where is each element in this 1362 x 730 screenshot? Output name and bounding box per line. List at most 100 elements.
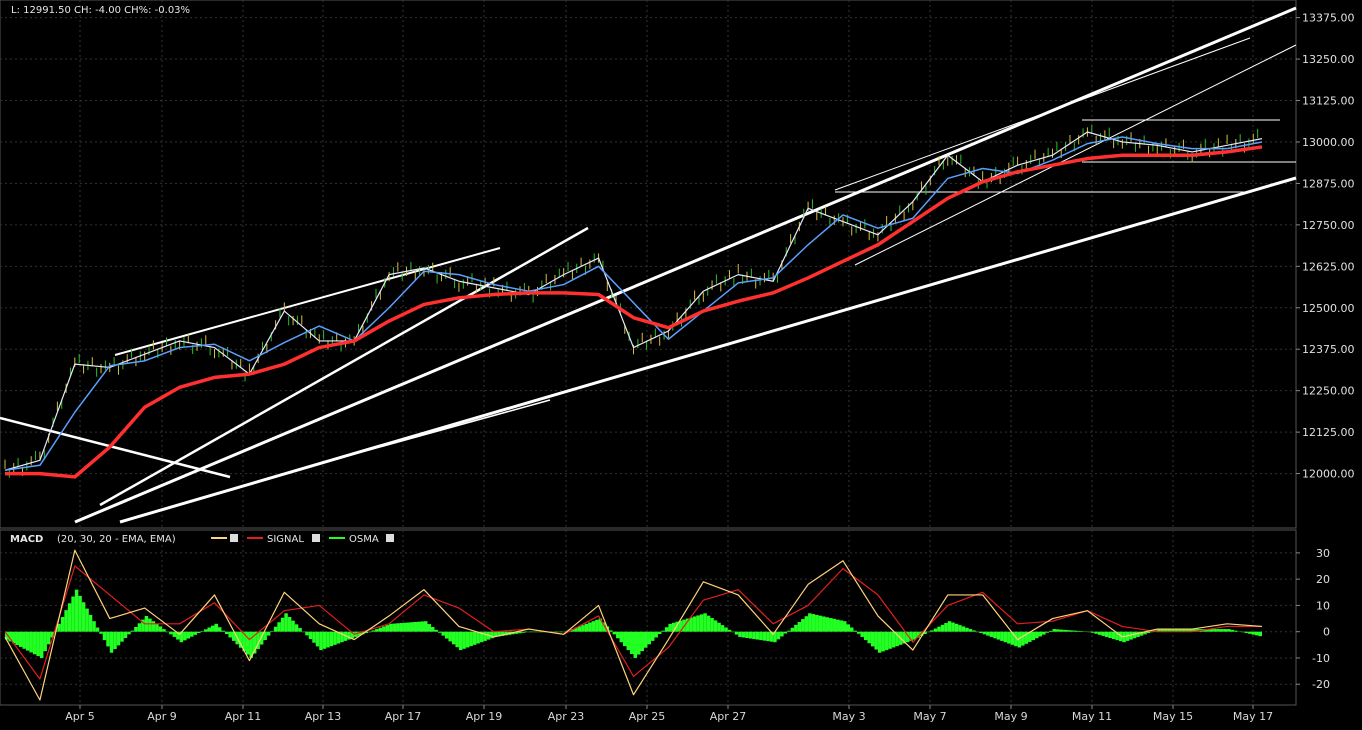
- osma-bar: [933, 628, 938, 632]
- osma-bar: [1024, 631, 1029, 644]
- osma-bar: [190, 631, 194, 637]
- osma-bar: [535, 631, 540, 633]
- osma-bar: [99, 631, 103, 634]
- osma-bar: [1185, 629, 1189, 632]
- osma-bar: [685, 618, 690, 632]
- osma-bar: [1258, 631, 1263, 637]
- macd-panel: [0, 529, 1297, 706]
- trendline[interactable]: [99, 226, 589, 507]
- signal-checkbox-icon[interactable]: [312, 534, 320, 542]
- osma-bar: [1139, 631, 1144, 636]
- osma-bar: [870, 631, 875, 647]
- osma-bar: [961, 626, 966, 632]
- osma-bar: [231, 631, 236, 641]
- osma-bar: [643, 631, 648, 648]
- osma-bar: [902, 631, 906, 644]
- osma-bar: [71, 596, 75, 632]
- osma-bar: [497, 631, 501, 637]
- trendline[interactable]: [0, 416, 231, 479]
- osma-bar: [860, 631, 864, 637]
- osma-bar: [954, 623, 959, 632]
- osma-bar: [787, 630, 791, 632]
- osma-bar: [277, 622, 281, 632]
- y-tick-label: 12250.00: [1302, 385, 1355, 398]
- osma-bar: [1132, 631, 1137, 639]
- osma-bar: [741, 631, 746, 638]
- osma-bar: [15, 631, 19, 646]
- y-tick-label: 13375.00: [1302, 12, 1355, 25]
- osma-bar: [1244, 631, 1249, 634]
- y-tick-label: 20: [1316, 573, 1330, 586]
- osma-bar: [895, 631, 899, 647]
- osma-bar: [326, 631, 330, 648]
- osma-bar: [825, 617, 830, 632]
- x-tick-label: Apr 27: [710, 710, 747, 723]
- osma-bar: [905, 631, 910, 643]
- osma-bar: [109, 631, 114, 653]
- osma-bar: [451, 631, 456, 645]
- osma-bar: [968, 629, 973, 632]
- osma-bar: [441, 631, 445, 636]
- osma-bar: [92, 621, 96, 632]
- osma-bar: [60, 616, 65, 632]
- osma-bar: [179, 631, 184, 643]
- osma-bar: [1136, 631, 1140, 637]
- osma-bar: [172, 631, 177, 637]
- osma-bar: [1227, 629, 1231, 632]
- osma-bar: [263, 631, 267, 641]
- osma-bar: [417, 621, 421, 632]
- osma-bar: [1028, 631, 1032, 642]
- osma-bar: [965, 627, 969, 632]
- osma-bar: [1101, 631, 1105, 636]
- trendline[interactable]: [834, 37, 1251, 191]
- trendline[interactable]: [114, 247, 501, 356]
- osma-bar: [368, 631, 372, 633]
- y-tick-label: 12625.00: [1302, 260, 1355, 273]
- osma-bar: [926, 631, 931, 633]
- osma-bar: [626, 631, 631, 651]
- y-tick-label: 10: [1316, 599, 1330, 612]
- osma-bar: [1014, 631, 1018, 647]
- osma-bar: [661, 630, 665, 632]
- osma-bar: [1035, 631, 1039, 639]
- osma-bar: [472, 631, 477, 645]
- osma-checkbox-icon[interactable]: [386, 534, 394, 542]
- osma-bar: [616, 631, 620, 639]
- macd-line: [4, 549, 1263, 701]
- osma-bar: [221, 630, 225, 632]
- osma-bar: [217, 627, 222, 632]
- osma-bar: [595, 619, 599, 632]
- osma-bar: [696, 615, 700, 632]
- osma-bar: [1055, 629, 1060, 632]
- osma-bar: [385, 625, 390, 632]
- osma-bar: [556, 631, 561, 633]
- trendline[interactable]: [339, 399, 551, 459]
- osma-bar: [291, 620, 295, 632]
- osma-bar: [134, 626, 138, 632]
- osma-bar: [563, 631, 568, 633]
- osma-bar: [849, 627, 854, 632]
- trendline[interactable]: [74, 6, 1297, 524]
- osma-bar: [211, 625, 215, 632]
- x-tick-label: May 3: [832, 710, 865, 723]
- osma-bar: [671, 622, 676, 632]
- osma-bar: [162, 629, 166, 632]
- osma-bar: [675, 621, 679, 632]
- osma-bar: [424, 621, 428, 632]
- osma-bar: [123, 631, 128, 638]
- osma-bar: [305, 631, 309, 636]
- osma-bar: [647, 631, 651, 645]
- osma-bar: [1003, 631, 1008, 643]
- macd-checkbox-icon[interactable]: [230, 534, 238, 542]
- trendline[interactable]: [854, 44, 1297, 266]
- trendline[interactable]: [119, 176, 1297, 524]
- osma-bar: [427, 624, 431, 632]
- osma-bar: [560, 631, 564, 633]
- osma-bar: [1213, 629, 1217, 632]
- y-tick-label: 0: [1323, 626, 1330, 639]
- y-tick-label: 12000.00: [1302, 468, 1355, 481]
- x-tick-label: May 17: [1233, 710, 1273, 723]
- osma-bar: [256, 631, 260, 650]
- osma-bar: [979, 631, 983, 634]
